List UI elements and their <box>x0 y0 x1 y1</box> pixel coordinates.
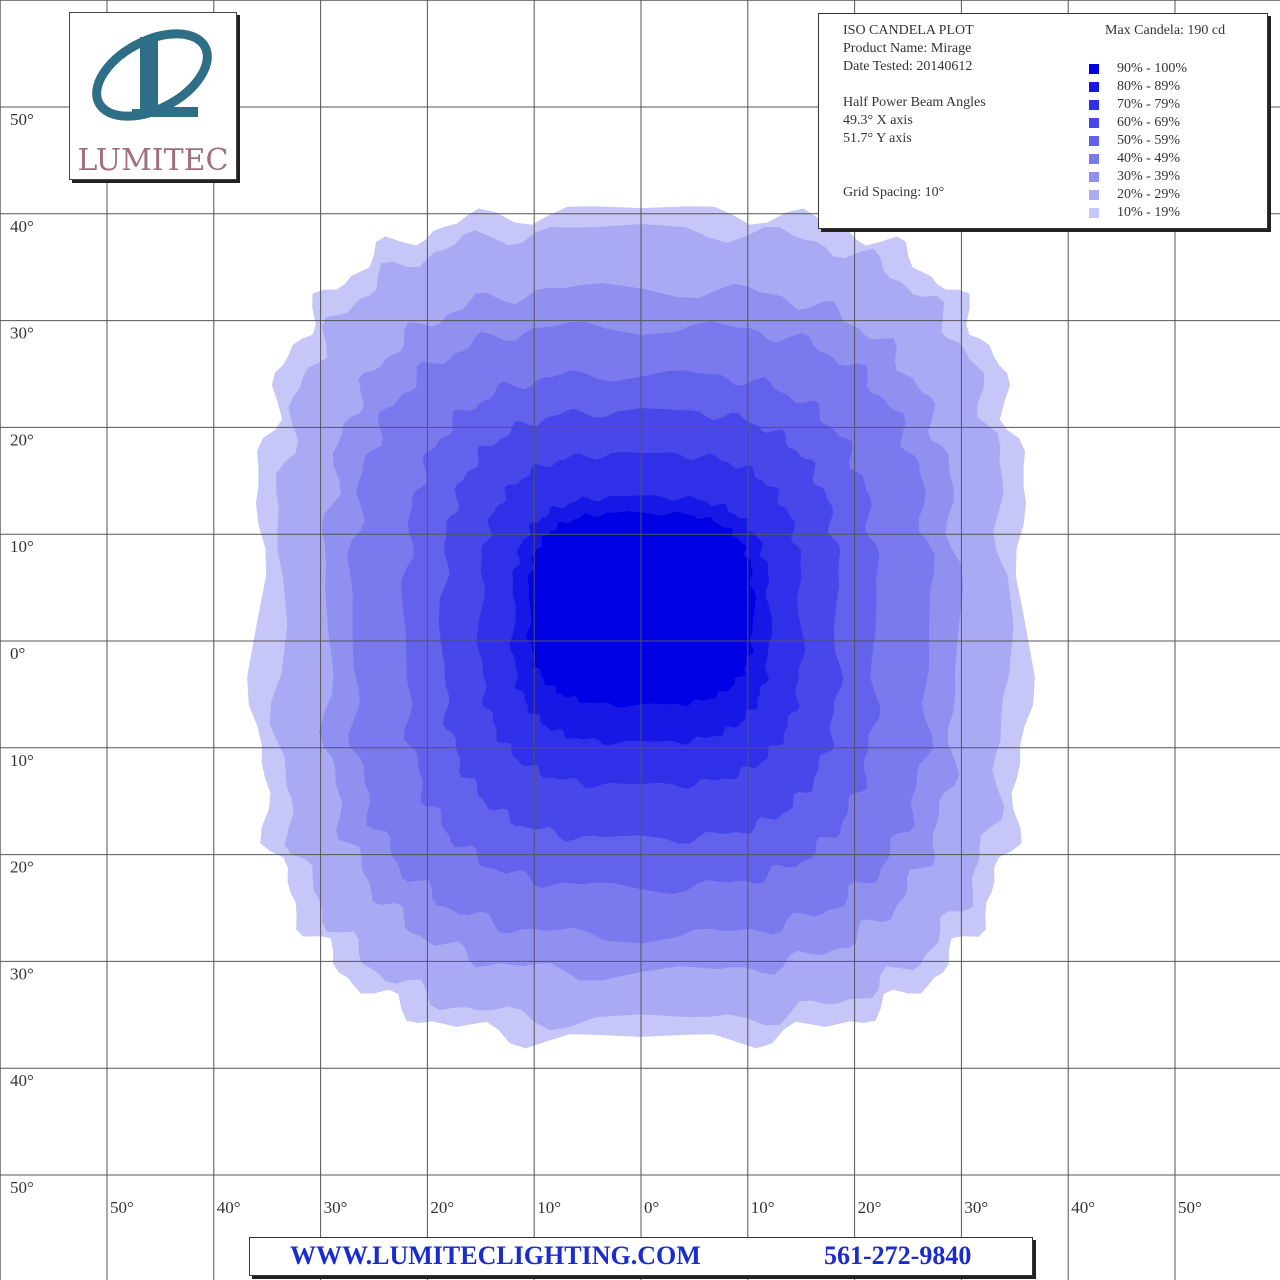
y-tick-label: 10° <box>10 751 34 770</box>
lumitec-logo: LUMITEC <box>69 12 237 180</box>
legend-label: 10% - 19% <box>1117 205 1180 220</box>
grid-spacing: Grid Spacing: 10° <box>843 185 945 200</box>
footer-website: WWW.LUMITECLIGHTING.COM <box>290 1241 701 1270</box>
legend-swatch <box>1089 208 1099 218</box>
plot-title: ISO CANDELA PLOT <box>843 23 974 38</box>
x-tick-label: 50° <box>110 1198 134 1217</box>
legend-label: 20% - 29% <box>1117 187 1180 202</box>
logo-wordmark: LUMITEC <box>77 143 229 178</box>
y-tick-label: 20° <box>10 430 34 449</box>
x-tick-label: 10° <box>537 1198 561 1217</box>
legend-swatch <box>1089 172 1099 182</box>
x-tick-label: 40° <box>1071 1198 1095 1217</box>
legend-swatch <box>1089 136 1099 146</box>
legend-swatch <box>1089 82 1099 92</box>
legend-swatch <box>1089 64 1099 74</box>
date-tested: Date Tested: 20140612 <box>843 59 973 74</box>
x-tick-label: 30° <box>324 1198 348 1217</box>
footer-phone: 561-272-9840 <box>824 1241 972 1270</box>
legend-label: 30% - 39% <box>1117 169 1180 184</box>
x-tick-label: 40° <box>217 1198 241 1217</box>
y-tick-label: 40° <box>10 217 34 236</box>
legend-swatch <box>1089 154 1099 164</box>
legend-panel: ISO CANDELA PLOT Product Name: Mirage Da… <box>818 13 1268 229</box>
y-tick-label: 40° <box>10 1071 34 1090</box>
y-tick-labels: 50° 40° 30° 20° 10° 0° 10° 20° 30° 40° 50° <box>10 110 34 1197</box>
x-tick-labels: 50° 40° 30° 20° 10° 0° 10° 20° 30° 40° 50° <box>110 1198 1202 1217</box>
legend-swatch <box>1089 190 1099 200</box>
y-tick-label: 30° <box>10 964 34 983</box>
legend-swatch <box>1089 118 1099 128</box>
x-axis-angle: 49.3° X axis <box>843 113 913 128</box>
x-tick-label: 30° <box>964 1198 988 1217</box>
legend-label: 70% - 79% <box>1117 97 1180 112</box>
y-tick-label: 30° <box>10 324 34 343</box>
x-tick-label: 0° <box>644 1198 659 1217</box>
x-tick-label: 10° <box>751 1198 775 1217</box>
max-candela: Max Candela: 190 cd <box>1105 23 1226 38</box>
y-tick-label: 50° <box>10 1178 34 1197</box>
y-axis-angle: 51.7° Y axis <box>843 131 912 146</box>
y-tick-label: 50° <box>10 110 34 129</box>
y-tick-label: 10° <box>10 537 34 556</box>
legend-label: 60% - 69% <box>1117 115 1180 130</box>
y-tick-label: 20° <box>10 858 34 877</box>
x-tick-label: 50° <box>1178 1198 1202 1217</box>
legend-label: 80% - 89% <box>1117 79 1180 94</box>
legend-label: 40% - 49% <box>1117 151 1180 166</box>
product-name: Product Name: Mirage <box>843 41 972 56</box>
x-tick-label: 20° <box>430 1198 454 1217</box>
y-tick-label: 0° <box>10 644 25 663</box>
lumitec-L-swirl-icon <box>92 29 212 121</box>
half-power-heading: Half Power Beam Angles <box>843 95 986 110</box>
legend-swatch <box>1089 100 1099 110</box>
legend-label: 50% - 59% <box>1117 133 1180 148</box>
x-tick-label: 20° <box>858 1198 882 1217</box>
footer-banner: WWW.LUMITECLIGHTING.COM 561-272-9840 <box>249 1237 1033 1276</box>
legend-label: 90% - 100% <box>1117 61 1187 76</box>
